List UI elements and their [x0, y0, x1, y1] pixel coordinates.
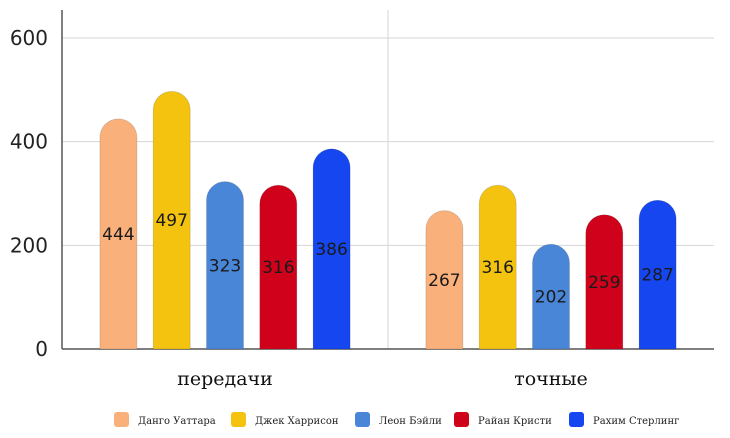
- bar-data-label: 497: [155, 211, 187, 231]
- y-tick-label: 600: [10, 26, 48, 50]
- bar: [532, 243, 570, 350]
- legend-swatch: [454, 412, 469, 427]
- bar: [99, 118, 138, 350]
- bar-data-label: 202: [535, 288, 567, 308]
- x-category-label: передачи: [177, 368, 273, 390]
- bar-data-label: 444: [102, 225, 134, 245]
- legend-label: Леон Бэйли: [379, 416, 442, 427]
- bar: [206, 181, 244, 350]
- bar: [638, 199, 677, 350]
- bar: [585, 214, 624, 350]
- legend-label: Райан Кристи: [478, 416, 552, 427]
- bar-data-label: 323: [209, 256, 241, 276]
- y-tick-label: 400: [10, 130, 48, 154]
- bar-data-label: 316: [481, 258, 513, 278]
- bar-data-label: 287: [641, 266, 673, 286]
- legend-label: Рахим Стерлинг: [593, 416, 679, 427]
- bar-data-label: 316: [262, 258, 294, 278]
- bar: [152, 91, 191, 350]
- bar: [259, 184, 298, 350]
- bar-data-label: 259: [588, 273, 620, 293]
- x-category-label: точные: [514, 368, 588, 390]
- y-tick-label: 200: [10, 233, 48, 257]
- bar: [312, 148, 351, 350]
- legend-swatch: [231, 412, 246, 427]
- legend-label: Данго Уаттара: [138, 416, 216, 427]
- legend-label: Джек Харрисон: [255, 416, 339, 427]
- legend-swatch: [569, 412, 584, 427]
- bar: [478, 184, 517, 350]
- bar: [425, 210, 464, 350]
- y-tick-label: 0: [35, 337, 48, 361]
- legend-swatch: [355, 412, 370, 427]
- legend-swatch: [114, 412, 129, 427]
- bar-data-label: 386: [315, 240, 347, 260]
- bar-data-label: 267: [428, 271, 460, 291]
